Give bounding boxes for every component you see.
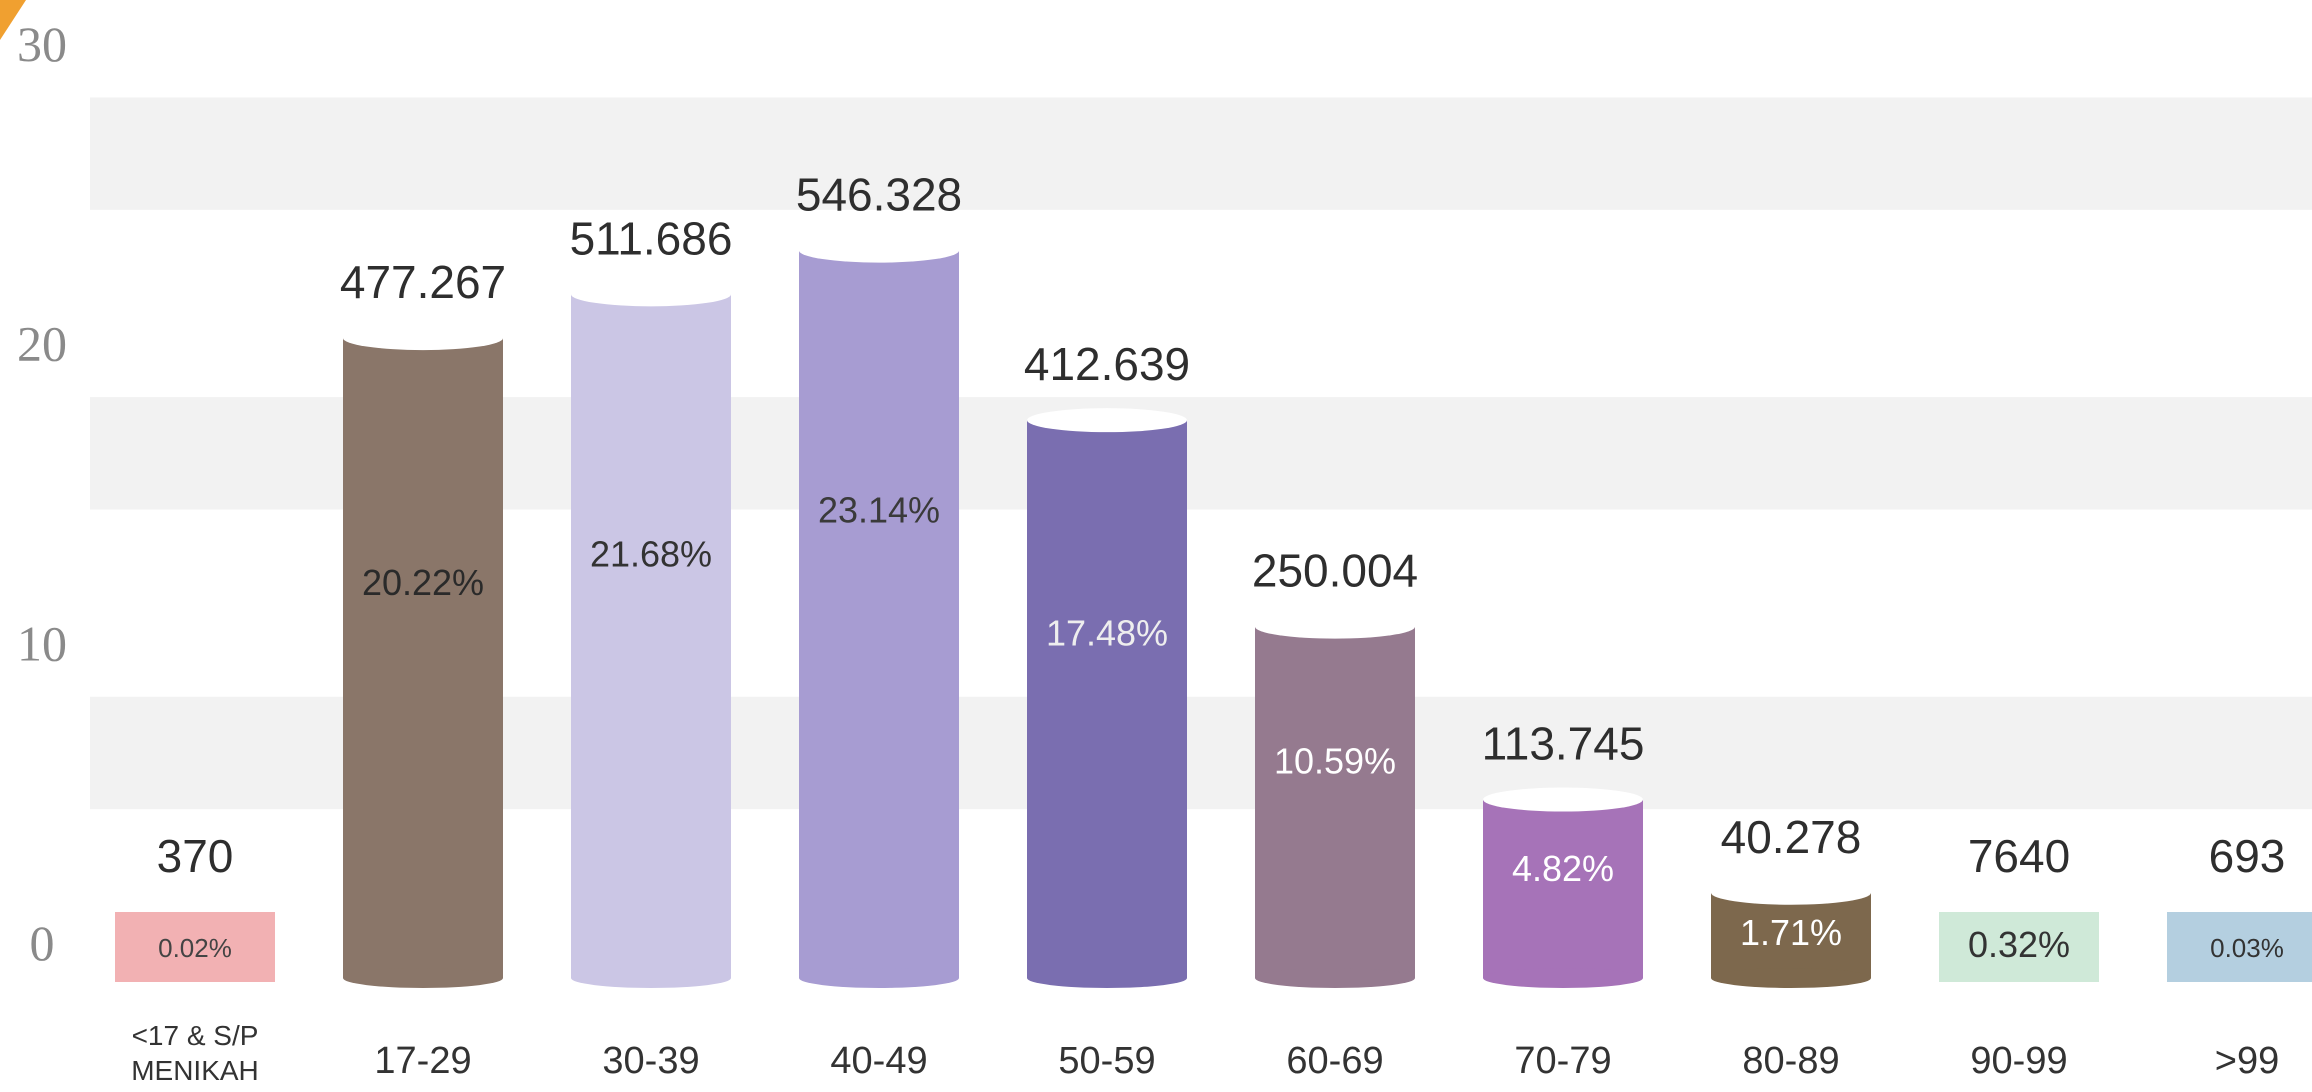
- x-tick-17-s-p-menikah: <17 & S/P MENIKAH: [131, 1020, 259, 1086]
- bar-percent-label: 0.03%: [2210, 933, 2284, 963]
- x-tick-label: 50-59: [1058, 1040, 1155, 1082]
- bar-percent-label: 23.14%: [818, 490, 940, 531]
- bar-cap: [799, 238, 959, 263]
- corner-accent: [0, 0, 26, 40]
- bar-percent-label: 20.22%: [362, 562, 484, 603]
- x-tick-99: >99: [2215, 1040, 2279, 1082]
- x-tick-label: 40-49: [830, 1040, 927, 1082]
- bars: 370 0.02% 477.267 20.22% 511.686 21.68% 546.32…: [115, 169, 2312, 988]
- bar: [2167, 912, 2312, 982]
- bar-cap: [343, 326, 503, 351]
- x-tick-label: 70-79: [1514, 1040, 1611, 1082]
- x-tick-label: 17-29: [374, 1040, 471, 1082]
- bar-50-59: 412.639 17.48%: [1024, 338, 1190, 988]
- bar: [1711, 892, 1871, 978]
- bar-17-s-p-menikah: 370 0.02%: [115, 830, 275, 982]
- bar-90-99: 7640 0.32%: [1939, 830, 2099, 982]
- grid-band: [90, 97, 2312, 210]
- x-tick-40-49: 40-49: [830, 1040, 927, 1082]
- bar-percent-label: 4.82%: [1512, 848, 1614, 889]
- bar-cap: [1255, 614, 1415, 639]
- bar-base: [1711, 968, 1871, 988]
- x-tick-60-69: 60-69: [1286, 1040, 1383, 1082]
- bar-80-89: 40.278 1.71%: [1711, 811, 1871, 988]
- bar-30-39: 511.686 21.68%: [570, 212, 733, 988]
- x-tick-label-line1: <17 & S/P: [132, 1020, 259, 1051]
- bar: [1939, 912, 2099, 982]
- bar-percent-label: 0.32%: [1968, 924, 2070, 965]
- bar-60-69: 250.004 10.59%: [1252, 545, 1418, 988]
- x-tick-30-39: 30-39: [602, 1040, 699, 1082]
- bar-99: 693 0.03%: [2167, 830, 2312, 982]
- bar-percent-label: 21.68%: [590, 533, 712, 574]
- bar-percent-label: 0.02%: [158, 933, 232, 963]
- y-tick-label: 30: [17, 16, 67, 72]
- bar-base: [571, 968, 731, 988]
- bar-base: [799, 968, 959, 988]
- x-tick-label: 90-99: [1970, 1040, 2067, 1082]
- bar-value-label: 370: [157, 830, 234, 882]
- bar-value-label: 113.745: [1482, 718, 1645, 770]
- x-tick-17-29: 17-29: [374, 1040, 471, 1082]
- bar: [1027, 420, 1187, 978]
- bar-base: [1027, 968, 1187, 988]
- y-tick-label: 10: [17, 615, 67, 671]
- bar-value-label: 477.267: [340, 256, 506, 308]
- bar-percent-label: 1.71%: [1740, 912, 1842, 953]
- bar-40-49: 546.328 23.14%: [796, 169, 962, 988]
- x-tick-80-89: 80-89: [1742, 1040, 1839, 1082]
- bar-value-label: 40.278: [1721, 811, 1862, 863]
- bar: [115, 912, 275, 982]
- bar-cap: [1711, 880, 1871, 905]
- bar-base: [1483, 968, 1643, 988]
- y-tick-label: 0: [30, 915, 55, 971]
- x-axis: <17 & S/P MENIKAH 17-29 30-39 40-49 50-59 60-6…: [131, 1020, 2279, 1086]
- bar: [1255, 626, 1415, 978]
- bar-cap: [1483, 787, 1643, 812]
- bar-value-label: 693: [2209, 830, 2286, 882]
- y-tick-label: 20: [17, 316, 67, 372]
- x-tick-label: 30-39: [602, 1040, 699, 1082]
- bar-base: [343, 968, 503, 988]
- x-tick-label-line2: MENIKAH: [131, 1055, 259, 1086]
- bar-17-29: 477.267 20.22%: [340, 256, 506, 988]
- bar-value-label: 546.328: [796, 169, 962, 221]
- y-axis: 0 10 20 30: [17, 16, 67, 971]
- x-tick-label: >99: [2215, 1040, 2279, 1082]
- x-tick-label: 80-89: [1742, 1040, 1839, 1082]
- bar-value-label: 412.639: [1024, 338, 1190, 390]
- bar-value-label: 511.686: [570, 212, 733, 264]
- bar-base: [1255, 968, 1415, 988]
- bar: [799, 250, 959, 978]
- bar: [343, 338, 503, 979]
- x-tick-90-99: 90-99: [1970, 1040, 2067, 1082]
- bar-percent-label: 10.59%: [1274, 741, 1396, 782]
- bar-cap: [571, 282, 731, 307]
- bar: [571, 294, 731, 979]
- bar: [1483, 799, 1643, 978]
- bar-value-label: 7640: [1968, 830, 2070, 882]
- x-tick-70-79: 70-79: [1514, 1040, 1611, 1082]
- bar-value-label: 250.004: [1252, 545, 1418, 597]
- x-tick-50-59: 50-59: [1058, 1040, 1155, 1082]
- bar-70-79: 113.745 4.82%: [1482, 718, 1645, 988]
- bar-cap: [1027, 408, 1187, 433]
- x-tick-label: 60-69: [1286, 1040, 1383, 1082]
- bar-percent-label: 17.48%: [1046, 613, 1168, 654]
